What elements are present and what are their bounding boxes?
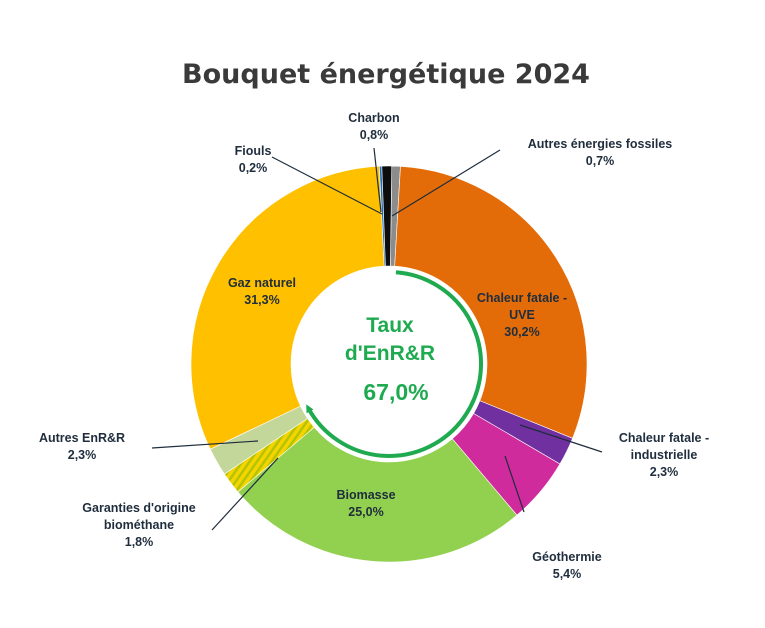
leader-line: [373, 147, 382, 213]
slice-biomasse: [237, 426, 518, 563]
slice-name-label: biométhane: [104, 518, 174, 532]
slice-value-label: 2,3%: [650, 465, 679, 479]
slice-value-label: 30,2%: [504, 325, 539, 339]
labels-group: Autres énergies fossiles 0,7% Chaleur fata…: [39, 111, 709, 581]
slice-name-label: UVE: [509, 308, 535, 322]
slice-name-label: Garanties d'origine: [82, 501, 195, 515]
slice-name-label: Charbon: [348, 111, 399, 125]
leader-line: [271, 156, 383, 215]
leader-line: [504, 455, 525, 513]
slice-value-label: 0,7%: [586, 154, 615, 168]
slice-chaleur-fatale-uve: [394, 166, 588, 439]
slice-charbon: [381, 165, 393, 267]
slice-name-label: Chaleur fatale -: [619, 431, 709, 445]
slice-name-label: industrielle: [631, 448, 698, 462]
leader-lines-group: [151, 147, 603, 531]
slice-gaz-naturel: [190, 165, 385, 450]
chart-title: Bouquet énergétique 2024: [182, 59, 590, 90]
slice-name-label: Chaleur fatale -: [477, 291, 567, 305]
slice-value-label: 2,3%: [68, 448, 97, 462]
slice-name-label: Autres énergies fossiles: [528, 137, 673, 151]
slice-name-label: Fiouls: [235, 144, 272, 158]
leader-line: [391, 149, 501, 217]
center-value: 67,0%: [363, 379, 428, 405]
slice-value-label: 25,0%: [348, 505, 383, 519]
leader-line: [211, 457, 279, 531]
leader-line: [151, 440, 259, 449]
slice-value-label: 0,2%: [239, 161, 268, 175]
slice-value-label: 31,3%: [244, 293, 279, 307]
leader-line: [519, 424, 603, 453]
slice-name-label: Géothermie: [532, 550, 602, 564]
center-label-line1: Taux: [366, 314, 414, 337]
center-label-line2: d'EnR&R: [345, 342, 435, 365]
slices-group: [190, 165, 588, 563]
slice-value-label: 0,8%: [360, 128, 389, 142]
slice-name-label: Autres EnR&R: [39, 431, 125, 445]
slice-name-label: Gaz naturel: [228, 276, 296, 290]
renewable-share-arc: [306, 270, 483, 458]
slice-value-label: 5,4%: [553, 567, 582, 581]
slice-value-label: 1,8%: [125, 535, 154, 549]
slice-name-label: Biomasse: [336, 488, 395, 502]
